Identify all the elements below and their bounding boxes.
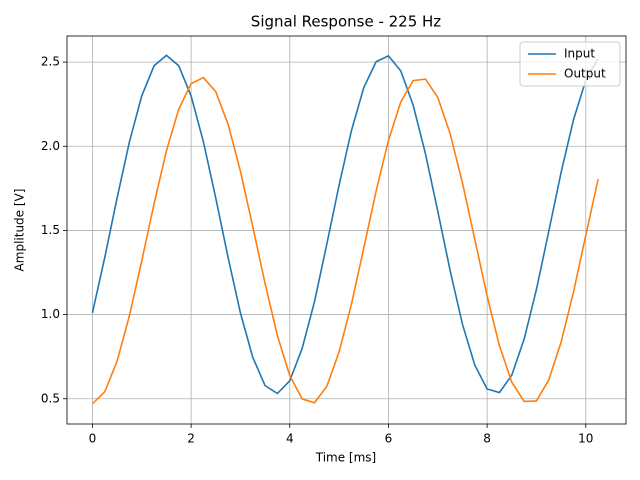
x-tick-label: 2 <box>187 432 195 446</box>
y-axis-label: Amplitude [V] <box>13 189 27 272</box>
y-tick-label: 0.5 <box>41 391 60 405</box>
x-tick-label: 4 <box>286 432 294 446</box>
legend-box <box>519 41 621 87</box>
y-tick-label: 2.0 <box>41 139 60 153</box>
series-line <box>91 76 599 405</box>
plot-frame <box>66 35 627 425</box>
chart-title: Signal Response - 225 Hz <box>251 13 442 31</box>
x-tick-label: 6 <box>385 432 393 446</box>
x-tick-label: 10 <box>578 432 593 446</box>
x-axis-label: Time [ms] <box>315 451 377 465</box>
x-tick-label: 8 <box>483 432 491 446</box>
y-tick-label: 2.5 <box>41 55 60 69</box>
legend-label: Input <box>564 47 595 61</box>
y-tick-label: 1.0 <box>41 307 60 321</box>
series-line <box>91 54 599 395</box>
legend-label: Output <box>564 67 606 81</box>
y-tick-label: 1.5 <box>41 223 60 237</box>
x-tick-label: 0 <box>89 432 97 446</box>
legend: Input Output <box>519 41 621 87</box>
